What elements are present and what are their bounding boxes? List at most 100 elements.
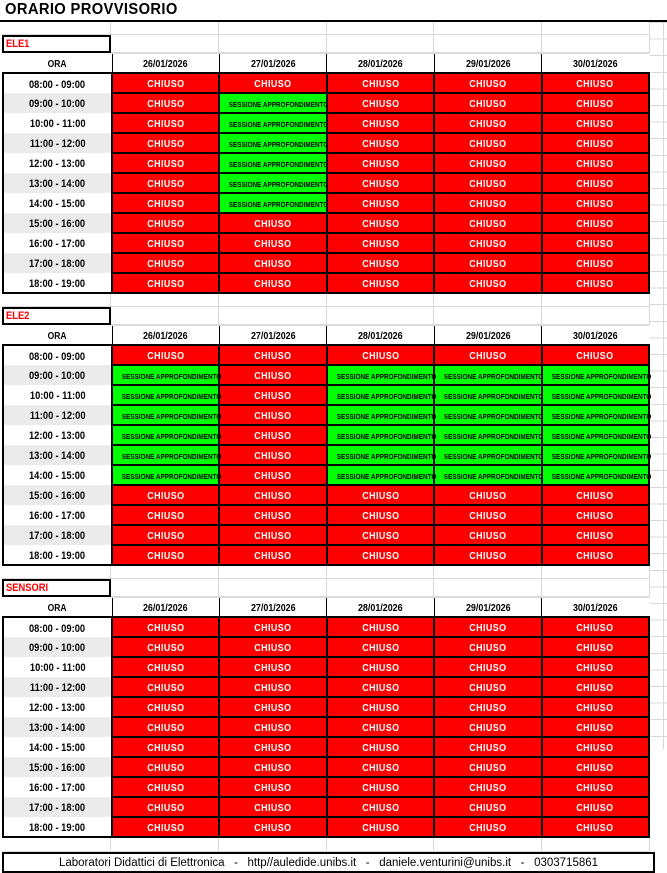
date-header-cell: 30/01/2026 bbox=[541, 53, 649, 74]
time-slot-cell: 09:00 - 10:00 bbox=[2, 93, 112, 113]
status-cell-chiuso: CHIUSO bbox=[540, 756, 651, 778]
footer-box: Laboratori Didattici di Elettronica - ht… bbox=[2, 852, 655, 873]
status-cell-text: CHIUSO bbox=[576, 782, 614, 794]
time-slot-cell: 17:00 - 18:00 bbox=[2, 797, 112, 817]
schedule-row: 08:00 - 09:00 CHIUSO CHIUSO CHIUSO CHIUSO CHI… bbox=[2, 72, 651, 94]
status-cell-text: CHIUSO bbox=[361, 238, 400, 250]
status-cell-text: CHIUSO bbox=[361, 530, 400, 542]
status-cell-text: CHIUSO bbox=[576, 742, 614, 754]
time-slot-cell: 15:00 - 16:00 bbox=[2, 213, 112, 233]
time-slot-cell: 08:00 - 09:00 bbox=[2, 617, 112, 637]
status-cell-text: CHIUSO bbox=[469, 490, 507, 502]
status-cell-text: CHIUSO bbox=[254, 642, 292, 654]
status-cell-chiuso: CHIUSO bbox=[218, 796, 328, 818]
status-cell-text: CHIUSO bbox=[147, 490, 185, 502]
status-cell-chiuso: CHIUSO bbox=[433, 112, 543, 134]
status-cell-chiuso: CHIUSO bbox=[433, 616, 543, 638]
status-cell-chiuso: CHIUSO bbox=[218, 504, 328, 526]
status-cell-text: SESSIONE APPROFONDIMENTO bbox=[443, 412, 544, 421]
status-cell-chiuso: CHIUSO bbox=[110, 544, 221, 566]
schedule-row: 12:00 - 13:00 CHIUSO CHIUSO CHIUSO CHIUSO CHI… bbox=[2, 696, 651, 718]
time-slot-text: 12:00 - 13:00 bbox=[29, 430, 86, 442]
date-header-cell: 27/01/2026 bbox=[218, 53, 327, 74]
status-cell-chiuso: CHIUSO bbox=[325, 272, 436, 294]
date-header-cell: 30/01/2026 bbox=[541, 325, 649, 346]
status-cell-sessione: SESSIONE APPROFONDIMENTO bbox=[433, 424, 543, 446]
status-cell-chiuso: CHIUSO bbox=[110, 344, 221, 366]
time-slot-cell: 16:00 - 17:00 bbox=[2, 233, 112, 253]
status-cell-text: CHIUSO bbox=[576, 530, 614, 542]
status-cell-text: CHIUSO bbox=[469, 350, 507, 362]
status-cell-chiuso: CHIUSO bbox=[540, 504, 651, 526]
status-cell-chiuso: CHIUSO bbox=[218, 716, 328, 738]
status-cell-chiuso: CHIUSO bbox=[433, 484, 543, 506]
time-slot-cell: 09:00 - 10:00 bbox=[2, 637, 112, 657]
status-cell-chiuso: CHIUSO bbox=[218, 444, 328, 466]
status-cell-chiuso: CHIUSO bbox=[218, 404, 328, 426]
time-slot-cell: 13:00 - 14:00 bbox=[2, 445, 112, 465]
time-slot-text: 11:00 - 12:00 bbox=[29, 682, 86, 694]
status-cell-chiuso: CHIUSO bbox=[433, 252, 543, 274]
status-cell-chiuso: CHIUSO bbox=[325, 252, 436, 274]
time-slot-text: 08:00 - 09:00 bbox=[29, 78, 86, 91]
date-header-cell: 30/01/2026 bbox=[541, 597, 649, 618]
status-cell-text: CHIUSO bbox=[254, 278, 292, 290]
time-slot-cell: 11:00 - 12:00 bbox=[2, 405, 112, 425]
time-slot-text: 18:00 - 19:00 bbox=[29, 549, 86, 562]
time-slot-text: 18:00 - 19:00 bbox=[29, 821, 86, 834]
status-cell-text: SESSIONE APPROFONDIMENTO bbox=[121, 452, 222, 461]
schedule-row: 17:00 - 18:00 CHIUSO CHIUSO CHIUSO CHIUSO CHI… bbox=[2, 796, 651, 818]
status-cell-chiuso: CHIUSO bbox=[110, 92, 221, 114]
schedule-row: 16:00 - 17:00 CHIUSO CHIUSO CHIUSO CHIUSO CHI… bbox=[2, 776, 651, 798]
status-cell-chiuso: CHIUSO bbox=[218, 776, 328, 798]
section-label-row: SENSORI bbox=[2, 579, 650, 597]
time-slot-text: 12:00 - 13:00 bbox=[29, 702, 86, 714]
status-cell-chiuso: CHIUSO bbox=[218, 232, 328, 254]
status-cell-chiuso: CHIUSO bbox=[433, 72, 543, 94]
header-row: ORA 26/01/2026 27/01/2026 28/01/2026 29/… bbox=[3, 597, 649, 618]
status-cell-text: CHIUSO bbox=[469, 550, 507, 562]
status-cell-chiuso: CHIUSO bbox=[540, 636, 651, 658]
status-cell-chiuso: CHIUSO bbox=[540, 72, 651, 94]
status-cell-chiuso: CHIUSO bbox=[540, 716, 651, 738]
status-cell-chiuso: CHIUSO bbox=[110, 192, 221, 214]
schedule-table: ORA 26/01/2026 27/01/2026 28/01/2026 29/… bbox=[2, 53, 651, 294]
time-slot-text: 09:00 - 10:00 bbox=[29, 98, 86, 110]
status-cell-text: CHIUSO bbox=[576, 622, 614, 634]
schedule-row: 14:00 - 15:00 SESSIONE APPROFONDIMENTO CHI… bbox=[2, 464, 651, 486]
status-cell-sessione: SESSIONE APPROFONDIMENTO bbox=[325, 444, 436, 466]
status-cell-text: CHIUSO bbox=[576, 98, 614, 110]
status-cell-chiuso: CHIUSO bbox=[433, 676, 543, 698]
status-cell-sessione: SESSIONE APPROFONDIMENTO bbox=[325, 384, 436, 406]
status-cell-text: SESSIONE APPROFONDIMENTO bbox=[443, 392, 544, 401]
schedule-row: 15:00 - 16:00 CHIUSO CHIUSO CHIUSO CHIUSO CHI… bbox=[2, 484, 651, 506]
status-cell-text: CHIUSO bbox=[361, 742, 400, 754]
status-cell-text: CHIUSO bbox=[361, 642, 400, 654]
status-cell-chiuso: CHIUSO bbox=[540, 132, 651, 154]
status-cell-text: CHIUSO bbox=[254, 370, 292, 382]
time-slot-cell: 16:00 - 17:00 bbox=[2, 505, 112, 525]
date-header-cell: 28/01/2026 bbox=[326, 597, 435, 618]
status-cell-text: CHIUSO bbox=[254, 822, 292, 834]
status-cell-chiuso: CHIUSO bbox=[540, 232, 651, 254]
date-header-cell: 27/01/2026 bbox=[218, 597, 327, 618]
status-cell-chiuso: CHIUSO bbox=[433, 656, 543, 678]
status-cell-chiuso: CHIUSO bbox=[433, 716, 543, 738]
status-cell-text: CHIUSO bbox=[576, 138, 614, 150]
status-cell-text: SESSIONE APPROFONDIMENTO bbox=[121, 392, 222, 401]
status-cell-text: CHIUSO bbox=[576, 158, 614, 170]
status-cell-text: CHIUSO bbox=[254, 682, 292, 694]
date-header-cell: 26/01/2026 bbox=[111, 597, 220, 618]
status-cell-text: CHIUSO bbox=[254, 238, 292, 250]
status-cell-text: SESSIONE APPROFONDIMENTO bbox=[551, 392, 651, 401]
status-cell-text: SESSIONE APPROFONDIMENTO bbox=[229, 120, 329, 129]
status-cell-text: CHIUSO bbox=[254, 490, 292, 502]
schedule-row: 15:00 - 16:00 CHIUSO CHIUSO CHIUSO CHIUSO CHI… bbox=[2, 212, 651, 234]
status-cell-sessione: SESSIONE APPROFONDIMENTO bbox=[433, 444, 543, 466]
status-cell-text: CHIUSO bbox=[254, 510, 292, 522]
status-cell-text: CHIUSO bbox=[147, 782, 185, 794]
schedule-row: 18:00 - 19:00 CHIUSO CHIUSO CHIUSO CHIUSO CHI… bbox=[2, 272, 651, 294]
status-cell-text: CHIUSO bbox=[576, 642, 614, 654]
status-cell-text: CHIUSO bbox=[361, 198, 400, 210]
schedule-section-sensori: SENSORI ORA 26/01/2026 27/01/2026 28/01/… bbox=[0, 566, 667, 838]
